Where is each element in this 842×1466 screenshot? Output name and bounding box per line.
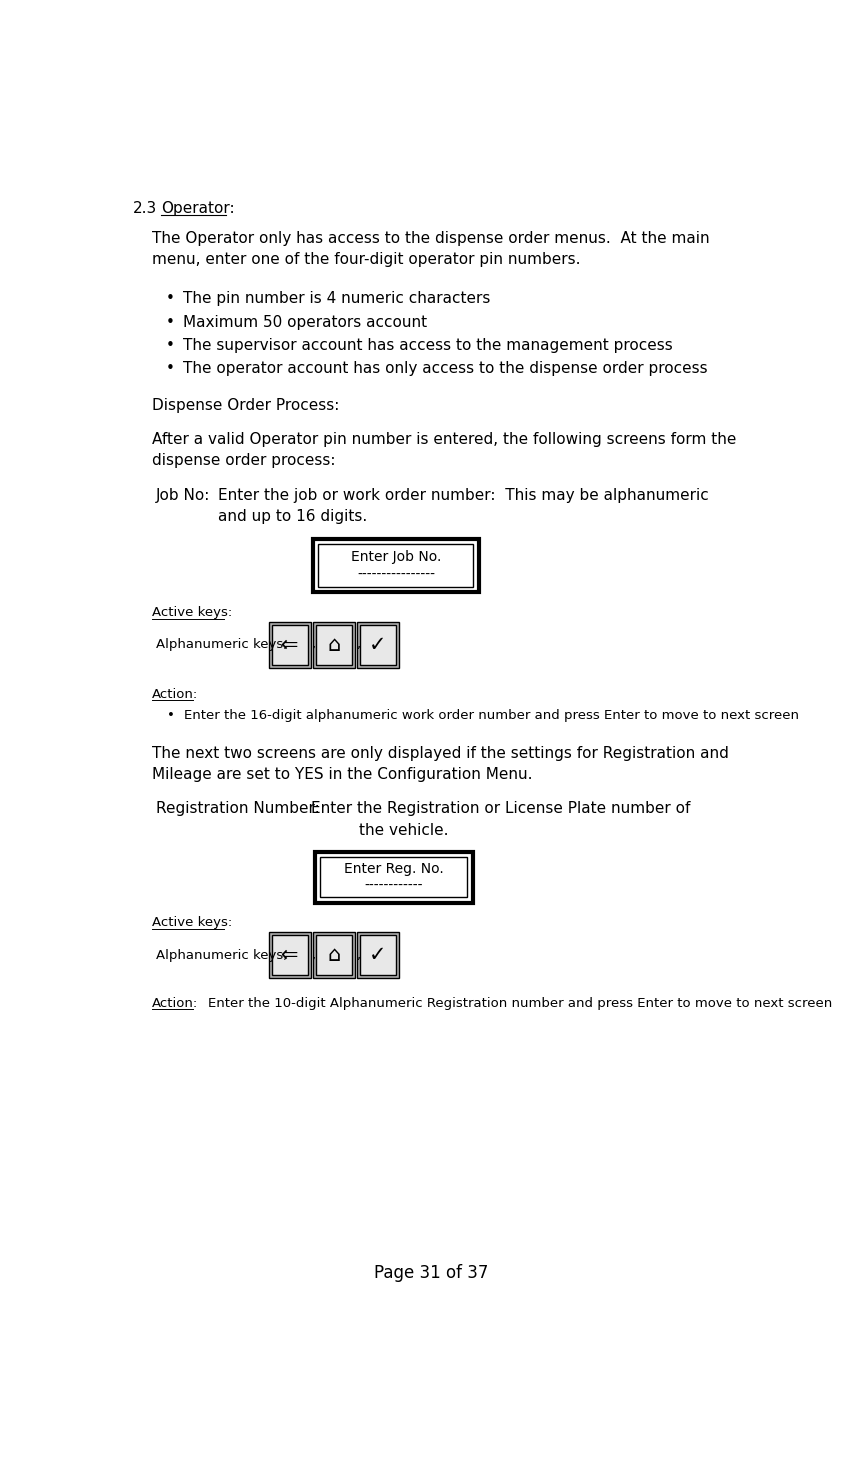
- Text: The supervisor account has access to the management process: The supervisor account has access to the…: [183, 337, 673, 353]
- Text: •: •: [168, 708, 175, 721]
- Text: •: •: [166, 361, 174, 375]
- Text: 2.3: 2.3: [132, 201, 157, 216]
- Text: The pin number is 4 numeric characters: The pin number is 4 numeric characters: [183, 292, 490, 306]
- Text: After a valid Operator pin number is entered, the following screens form the
dis: After a valid Operator pin number is ent…: [152, 432, 736, 468]
- Text: ⌂: ⌂: [328, 635, 340, 655]
- Text: ,: ,: [312, 638, 316, 651]
- Text: ----------------: ----------------: [357, 567, 434, 582]
- Text: Enter the Registration or License Plate number of: Enter the Registration or License Plate …: [311, 800, 690, 817]
- Text: Registration Number:: Registration Number:: [156, 800, 319, 817]
- Bar: [272, 625, 307, 666]
- Text: Enter the 16-digit alphanumeric work order number and press Enter to move to nex: Enter the 16-digit alphanumeric work ord…: [184, 708, 799, 721]
- Text: Active keys:: Active keys:: [152, 605, 232, 619]
- Bar: [320, 858, 467, 897]
- Bar: [313, 538, 479, 592]
- Text: Action:: Action:: [152, 688, 198, 701]
- Text: Operator:: Operator:: [161, 201, 235, 216]
- Text: •: •: [166, 337, 174, 353]
- Text: Enter Reg. No.: Enter Reg. No.: [344, 862, 444, 877]
- Text: Enter the job or work order number:  This may be alphanumeric: Enter the job or work order number: This…: [217, 488, 708, 503]
- Text: ✓: ✓: [370, 946, 386, 965]
- Bar: [357, 622, 399, 668]
- Bar: [316, 625, 352, 666]
- Text: Job No:: Job No:: [156, 488, 210, 503]
- Text: ,: ,: [355, 638, 360, 651]
- Bar: [357, 932, 399, 978]
- Text: Alphanumeric keys,: Alphanumeric keys,: [156, 638, 287, 651]
- Bar: [316, 935, 352, 975]
- Bar: [315, 852, 472, 903]
- Text: Maximum 50 operators account: Maximum 50 operators account: [183, 315, 427, 330]
- Text: •: •: [166, 292, 174, 306]
- Text: Action:: Action:: [152, 997, 198, 1010]
- Text: Enter the 10-digit Alphanumeric Registration number and press Enter to move to n: Enter the 10-digit Alphanumeric Registra…: [207, 997, 832, 1010]
- Text: The Operator only has access to the dispense order menus.  At the main
menu, ent: The Operator only has access to the disp…: [152, 232, 709, 267]
- Text: the vehicle.: the vehicle.: [359, 822, 448, 837]
- Text: Dispense Order Process:: Dispense Order Process:: [152, 397, 339, 413]
- Text: Alphanumeric keys,: Alphanumeric keys,: [156, 949, 287, 962]
- Text: ------------: ------------: [365, 880, 423, 893]
- Bar: [313, 932, 354, 978]
- Text: •: •: [166, 315, 174, 330]
- Bar: [360, 935, 396, 975]
- Text: ⇐: ⇐: [281, 635, 298, 655]
- Text: ⇐: ⇐: [281, 946, 298, 965]
- Text: ✓: ✓: [370, 635, 386, 655]
- Text: Page 31 of 37: Page 31 of 37: [375, 1264, 488, 1281]
- Text: ⌂: ⌂: [328, 946, 340, 965]
- Bar: [272, 935, 307, 975]
- Bar: [269, 932, 311, 978]
- Text: ,: ,: [355, 949, 360, 962]
- Bar: [360, 625, 396, 666]
- Bar: [313, 622, 354, 668]
- Bar: [269, 622, 311, 668]
- Text: Enter Job No.: Enter Job No.: [350, 550, 441, 564]
- Text: The next two screens are only displayed if the settings for Registration and
Mil: The next two screens are only displayed …: [152, 746, 728, 781]
- Text: Active keys:: Active keys:: [152, 916, 232, 929]
- Text: ,: ,: [312, 949, 316, 962]
- Text: The operator account has only access to the dispense order process: The operator account has only access to …: [183, 361, 707, 375]
- Text: and up to 16 digits.: and up to 16 digits.: [217, 509, 367, 525]
- Bar: [318, 544, 473, 586]
